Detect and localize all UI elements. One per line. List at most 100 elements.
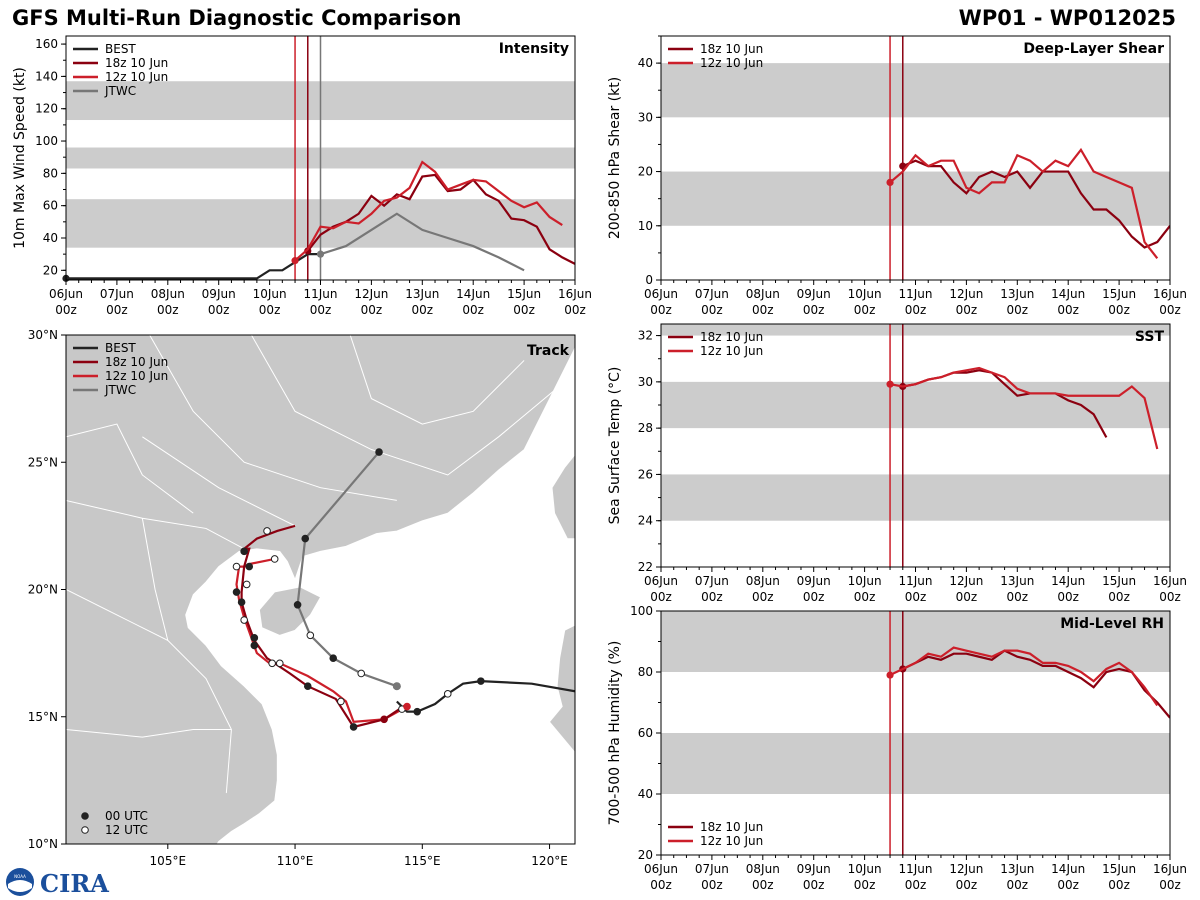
shear-legend-label: 18z 10 Jun <box>700 42 763 56</box>
track-title: Track <box>527 343 570 359</box>
track-point-00utc <box>240 547 248 556</box>
track-ytick-label: 10°N <box>28 837 58 851</box>
admin-border-3 <box>66 728 232 738</box>
sst-xtick-label-hour: 00z <box>1057 590 1079 604</box>
intensity-series-start-point <box>304 247 312 255</box>
intensity-xtick-label-hour: 00z <box>106 303 128 317</box>
shear-ytick-label: 10 <box>638 219 653 233</box>
track-chart: 105°E 110°E 115°E 120°E 10°N 15°N 20°N 25°N 30°N… <box>28 328 576 868</box>
intensity-xtick-label-hour: 00z <box>208 303 230 317</box>
sst-legend-label: 12z 10 Jun <box>700 344 763 358</box>
rh-xtick-label-day: 07Jun <box>695 862 729 876</box>
shear-xtick-label-hour: 00z <box>803 303 825 317</box>
track-point-00utc <box>237 598 246 607</box>
rh-xtick-label-day: 11Jun <box>898 862 932 876</box>
shear-xtick-label-hour: 00z <box>1159 303 1181 317</box>
shear-chart: 0 10 20 30 40 06Jun 00z 07Jun 00z 08Jun 00z 09Jun 00… <box>607 35 1187 317</box>
rh-ytick-label: 60 <box>638 726 653 740</box>
track-xtick-label: 110°E <box>277 854 314 868</box>
intensity-series-start-point <box>316 250 325 258</box>
intensity-xtick-label-hour: 00z <box>564 303 586 317</box>
track-point-12utc <box>270 555 279 563</box>
sst-xtick-label-day: 13Jun <box>1000 574 1034 588</box>
track-point-12utc <box>337 697 345 706</box>
intensity-xtick-label-day: 10Jun <box>253 287 287 301</box>
intensity-xtick-label-hour: 00z <box>361 303 383 317</box>
sst-xtick-label-day: 08Jun <box>746 574 780 588</box>
intensity-ytick-label: 100 <box>35 134 58 148</box>
sst-xtick-label-day: 09Jun <box>797 574 831 588</box>
intensity-xtick-label-hour: 00z <box>157 303 179 317</box>
rh-chart: 20 40 60 80 100 06Jun 00z 07Jun 00z 08Jun 00z 09Jun… <box>607 604 1187 892</box>
track-point-00utc <box>329 654 338 663</box>
rh-xtick-label-hour: 00z <box>650 878 672 892</box>
track-point-12utc <box>263 527 271 535</box>
sst-xtick-label-hour: 00z <box>1108 590 1130 604</box>
admin-border-2 <box>66 589 169 641</box>
admin-border-6 <box>349 335 525 425</box>
track-point-00utc <box>413 707 422 716</box>
intensity-xtick-label-day: 08Jun <box>151 287 185 301</box>
intensity-series-best <box>66 253 321 280</box>
rh-xtick-label-hour: 00z <box>701 878 723 892</box>
intensity-ytick-label: 40 <box>43 231 58 245</box>
shear-series-start-point <box>886 178 894 186</box>
shear-ytick-label: 40 <box>638 56 653 70</box>
shear-legend-label: 12z 10 Jun <box>700 56 763 70</box>
sst-chart: 22 24 26 28 30 32 06Jun 00z 07Jun 00z 08Jun 00z 09Ju… <box>607 323 1187 604</box>
mainland-landmass <box>66 335 575 844</box>
intensity-series-jtwc <box>320 212 525 272</box>
intensity-title: Intensity <box>499 41 569 57</box>
intensity-series-12z-10-jun <box>294 160 563 262</box>
rh-xtick-label-day: 15Jun <box>1102 862 1136 876</box>
sst-xtick-label-hour: 00z <box>854 590 876 604</box>
shear-ytick-label: 20 <box>638 165 653 179</box>
rh-xtick-label-day: 14Jun <box>1051 862 1085 876</box>
sst-xtick-label-day: 11Jun <box>898 574 932 588</box>
track-point-00utc <box>301 534 310 543</box>
rh-series-start-point <box>886 671 894 679</box>
shear-band-0 <box>661 171 1170 226</box>
intensity-chart: 20 40 60 80 100 120 140 160 06Jun 00z 07Jun 00z 08Ju… <box>12 35 592 317</box>
intensity-xtick-label-hour: 00z <box>513 303 535 317</box>
shear-xtick-label-day: 11Jun <box>898 287 932 301</box>
shear-series-18z-10-jun <box>902 159 1170 249</box>
sst-band-0 <box>661 474 1170 521</box>
rh-ytick-label: 100 <box>630 604 653 618</box>
intensity-xtick-label-day: 13Jun <box>405 287 439 301</box>
track-point-00utc <box>250 641 259 650</box>
rh-xtick-label-hour: 00z <box>1159 878 1181 892</box>
rh-series-12z-10-jun <box>889 646 1159 707</box>
storm-id-title: WP01 - WP012025 <box>958 6 1176 30</box>
rh-xtick-label-hour: 00z <box>1108 878 1130 892</box>
sst-ytick-label: 28 <box>638 421 653 435</box>
sst-xtick-label-day: 14Jun <box>1051 574 1085 588</box>
track-point-12utc <box>240 616 248 624</box>
track-point-00utc <box>232 588 241 596</box>
sst-xtick-label-day: 06Jun <box>644 574 678 588</box>
sst-ytick-label: 24 <box>638 514 653 528</box>
shear-xtick-label-hour: 00z <box>1007 303 1029 317</box>
intensity-xtick-label-day: 09Jun <box>202 287 236 301</box>
sst-title: SST <box>1135 329 1165 345</box>
track-ytick-label: 25°N <box>28 455 58 469</box>
track-point-12utc <box>357 669 366 678</box>
rh-xtick-label-hour: 00z <box>956 878 978 892</box>
intensity-xtick-label-hour: 00z <box>462 303 484 317</box>
rh-xtick-label-day: 09Jun <box>797 862 831 876</box>
rh-series-18z-10-jun <box>902 649 1170 719</box>
sst-xtick-label-hour: 00z <box>803 590 825 604</box>
admin-border-1 <box>141 518 232 794</box>
sst-xtick-label-day: 10Jun <box>848 574 882 588</box>
sst-xtick-label-day: 16Jun <box>1153 574 1187 588</box>
track-jtwc-start-point <box>392 682 401 691</box>
shear-ylabel: 200-850 hPa Shear (kt) <box>607 77 623 239</box>
sst-ytick-label: 26 <box>638 467 653 481</box>
rh-xtick-label-day: 06Jun <box>644 862 678 876</box>
intensity-xtick-label-day: 06Jun <box>49 287 83 301</box>
sst-legend-label: 18z 10 Jun <box>700 330 763 344</box>
sst-xtick-label-hour: 00z <box>1159 590 1181 604</box>
track-marker-legend-label: 00 UTC <box>105 809 148 823</box>
intensity-xtick-label-hour: 00z <box>412 303 434 317</box>
